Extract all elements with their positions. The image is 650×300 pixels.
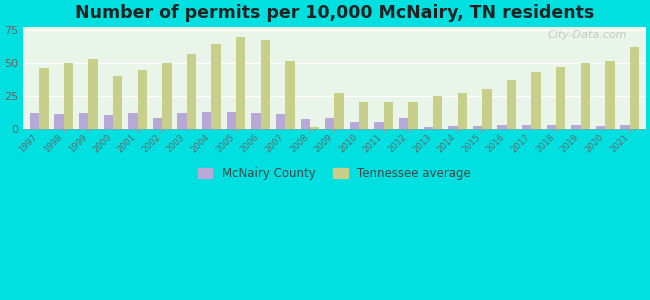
Bar	[103, 116, 113, 128]
Bar	[310, 127, 319, 128]
Bar	[497, 124, 507, 128]
Bar	[177, 113, 187, 128]
Bar	[424, 127, 433, 128]
Bar	[128, 113, 138, 128]
Bar	[276, 114, 285, 128]
Bar	[605, 61, 615, 128]
Bar	[621, 124, 630, 128]
Bar	[399, 118, 408, 128]
Bar	[300, 119, 310, 128]
Bar	[556, 67, 566, 128]
Bar	[532, 72, 541, 128]
Bar	[384, 102, 393, 128]
Bar	[522, 124, 532, 128]
Bar	[433, 96, 442, 128]
Bar	[202, 112, 211, 128]
Bar	[630, 47, 639, 128]
Bar	[30, 113, 39, 128]
Bar	[162, 63, 172, 128]
Bar	[88, 59, 98, 128]
Bar	[335, 93, 344, 128]
Bar	[374, 122, 384, 128]
Bar	[236, 37, 246, 128]
Bar	[79, 113, 88, 128]
Bar	[596, 126, 605, 128]
Bar	[55, 114, 64, 128]
Bar	[285, 61, 294, 128]
Bar	[458, 93, 467, 128]
Bar	[359, 102, 369, 128]
Bar	[64, 63, 73, 128]
Bar	[325, 118, 335, 128]
Bar	[211, 44, 221, 128]
Bar	[350, 122, 359, 128]
Bar	[408, 102, 418, 128]
Bar	[227, 112, 236, 128]
Bar	[507, 80, 516, 128]
Bar	[113, 76, 122, 128]
Bar	[482, 89, 491, 128]
Bar	[547, 124, 556, 128]
Bar	[261, 40, 270, 128]
Bar	[448, 126, 458, 128]
Bar	[138, 70, 147, 128]
Bar	[473, 126, 482, 128]
Bar	[252, 113, 261, 128]
Bar	[153, 118, 162, 128]
Bar	[187, 54, 196, 128]
Bar	[571, 124, 580, 128]
Legend: McNairy County, Tennessee average: McNairy County, Tennessee average	[192, 161, 476, 186]
Bar	[580, 63, 590, 128]
Bar	[39, 68, 49, 128]
Text: City-Data.com: City-Data.com	[548, 30, 627, 40]
Title: Number of permits per 10,000 McNairy, TN residents: Number of permits per 10,000 McNairy, TN…	[75, 4, 594, 22]
